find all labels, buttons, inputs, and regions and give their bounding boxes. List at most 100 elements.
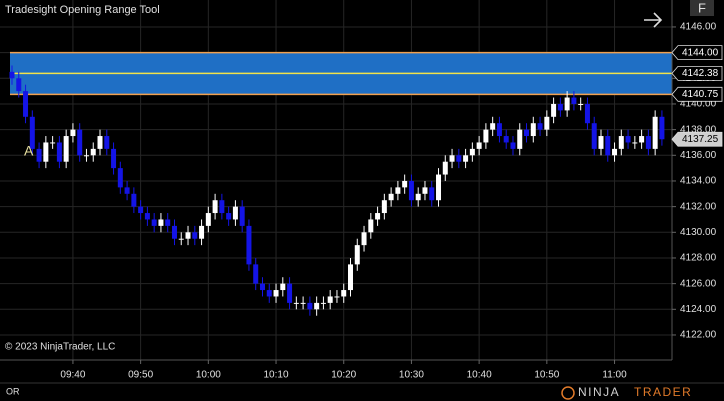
x-tick-label: 10:20 — [331, 370, 356, 381]
last-price-tag — [671, 131, 723, 147]
candle-body — [138, 206, 144, 214]
y-tick-label: 4138.00 — [680, 124, 717, 135]
logo-first: NINJA — [578, 385, 620, 399]
x-tick-label: 10:50 — [534, 370, 559, 381]
candle-body — [266, 290, 272, 297]
candle-body — [124, 187, 130, 194]
candle-body — [483, 129, 489, 143]
candle-body — [56, 142, 62, 162]
candle-body — [463, 155, 469, 162]
candle-body — [185, 232, 191, 239]
candle-body — [544, 116, 550, 130]
candle-body — [530, 123, 536, 137]
y-tick-label: 4132.00 — [680, 201, 717, 212]
candle-body — [314, 302, 320, 310]
candle-body — [598, 136, 604, 149]
candle-body — [395, 187, 401, 194]
range-mid-label: 4142.38 — [682, 68, 719, 79]
candle-body — [226, 213, 232, 220]
y-tick-label: 4136.00 — [680, 150, 717, 161]
range-low-tag — [671, 86, 723, 102]
y-tick-label: 4130.00 — [680, 227, 717, 238]
candle-body — [578, 103, 584, 105]
x-tick-label: 10:30 — [399, 370, 424, 381]
candle-body — [368, 219, 374, 233]
candle-body — [280, 283, 286, 291]
candles — [9, 65, 665, 316]
candle-body — [287, 283, 293, 303]
y-tick-label: 4134.00 — [680, 176, 717, 187]
x-tick-label: 10:00 — [196, 370, 221, 381]
candle-body — [348, 264, 353, 291]
logo-icon — [561, 386, 575, 400]
candle-body — [273, 290, 279, 297]
last-price-label: 4137.25 — [682, 134, 719, 145]
candle-body — [43, 142, 49, 162]
f-button[interactable] — [690, 0, 714, 16]
candle-body — [171, 225, 177, 239]
candle-body — [16, 78, 22, 92]
candle-body — [632, 142, 638, 144]
arrow-icon[interactable] — [644, 12, 663, 28]
candle-body — [436, 174, 442, 201]
candle-body — [618, 136, 624, 149]
candle-body — [469, 148, 475, 156]
candle-body — [449, 155, 455, 162]
candle-body — [571, 97, 577, 104]
candle-body — [402, 180, 408, 188]
candle-body — [63, 136, 69, 162]
range-high-label: 4144.00 — [682, 47, 719, 58]
candle-body — [151, 219, 157, 226]
candle-body — [158, 219, 164, 226]
candle-body — [117, 168, 123, 188]
candle-body — [605, 136, 611, 156]
candle-body — [564, 97, 570, 111]
candle-body — [83, 155, 89, 157]
f-button-label[interactable]: F — [698, 0, 706, 15]
candle-body — [429, 187, 435, 201]
candle-body — [537, 123, 543, 130]
candle-body — [9, 71, 15, 79]
chart-title: Tradesight Opening Range Tool — [5, 4, 160, 16]
candle-body — [212, 200, 218, 214]
candle-body — [652, 116, 658, 149]
candle-body — [584, 103, 590, 124]
candle-body — [456, 155, 462, 162]
candle-body — [192, 232, 198, 239]
x-tick-label: 10:40 — [467, 370, 492, 381]
y-tick-label: 4124.00 — [680, 304, 717, 315]
tab-label[interactable]: OR — [6, 386, 20, 396]
candle-body — [510, 142, 516, 149]
marker-label: A — [24, 143, 34, 159]
candle-body — [503, 136, 509, 143]
candle-body — [354, 245, 360, 265]
x-tick-label: 11:00 — [602, 370, 627, 381]
candle-body — [591, 123, 597, 149]
candle-body — [375, 213, 381, 220]
candle-body — [361, 232, 367, 246]
candle-body — [104, 136, 110, 149]
candle-body — [408, 180, 414, 201]
range-low-label: 4140.75 — [682, 89, 719, 100]
candle-body — [29, 116, 35, 149]
candle-body — [77, 129, 83, 156]
candle-body — [144, 213, 150, 220]
candle-body — [517, 129, 523, 149]
candle-body — [645, 136, 651, 149]
y-tick-label: 4126.00 — [680, 278, 717, 289]
x-tick-label: 10:10 — [264, 370, 289, 381]
candle-body — [659, 116, 665, 140]
range-high-tag — [671, 45, 723, 61]
candle-body — [232, 206, 238, 220]
x-tick-label: 09:50 — [128, 370, 153, 381]
candle-body — [415, 193, 421, 201]
candle-body — [334, 296, 340, 298]
logo-second: TRADER — [634, 385, 692, 399]
candle-body — [178, 238, 184, 240]
candle-body — [293, 302, 299, 304]
copyright: © 2023 NinjaTrader, LLC — [5, 342, 115, 353]
candle-body — [307, 302, 313, 310]
candle-body — [612, 148, 618, 156]
candle-body — [205, 213, 211, 226]
candle-body — [381, 200, 387, 214]
